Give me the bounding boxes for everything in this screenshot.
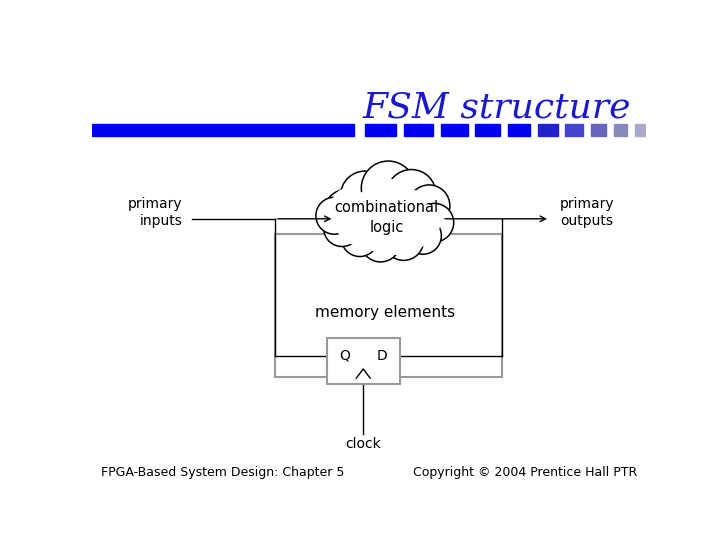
Text: D: D xyxy=(376,349,387,363)
Bar xyxy=(634,124,647,137)
Circle shape xyxy=(415,204,454,242)
Circle shape xyxy=(341,171,390,220)
Circle shape xyxy=(361,161,415,215)
Circle shape xyxy=(387,170,436,219)
Circle shape xyxy=(405,217,441,254)
Text: Q: Q xyxy=(340,349,351,363)
Circle shape xyxy=(326,205,354,233)
Circle shape xyxy=(377,221,411,255)
Circle shape xyxy=(365,179,411,225)
Bar xyxy=(614,124,627,137)
Circle shape xyxy=(398,219,429,249)
Bar xyxy=(327,338,400,384)
Circle shape xyxy=(390,190,430,230)
Text: memory elements: memory elements xyxy=(315,305,455,320)
Circle shape xyxy=(384,220,423,260)
Circle shape xyxy=(341,220,378,256)
Circle shape xyxy=(361,222,400,262)
Circle shape xyxy=(408,185,450,226)
Text: Copyright © 2004 Prentice Hall PTR: Copyright © 2004 Prentice Hall PTR xyxy=(413,467,637,480)
Bar xyxy=(441,124,467,137)
Circle shape xyxy=(338,217,366,244)
Bar xyxy=(275,234,503,377)
Text: FPGA-Based System Design: Chapter 5: FPGA-Based System Design: Chapter 5 xyxy=(101,467,344,480)
Circle shape xyxy=(357,220,388,251)
Text: combinational
logic: combinational logic xyxy=(335,200,438,235)
Bar xyxy=(404,124,433,137)
Circle shape xyxy=(316,197,353,234)
Bar xyxy=(565,124,583,137)
Bar xyxy=(475,124,500,137)
Text: FSM structure: FSM structure xyxy=(362,90,631,124)
Bar xyxy=(538,124,558,137)
Circle shape xyxy=(324,190,367,233)
Bar xyxy=(365,124,396,137)
Bar xyxy=(92,124,354,137)
Text: primary
outputs: primary outputs xyxy=(560,197,615,228)
Text: clock: clock xyxy=(346,437,381,451)
Circle shape xyxy=(343,192,387,235)
Bar xyxy=(508,124,530,137)
Bar xyxy=(590,124,606,137)
Circle shape xyxy=(323,210,361,247)
Circle shape xyxy=(410,207,441,238)
Circle shape xyxy=(331,188,365,222)
Text: primary
inputs: primary inputs xyxy=(128,197,183,228)
